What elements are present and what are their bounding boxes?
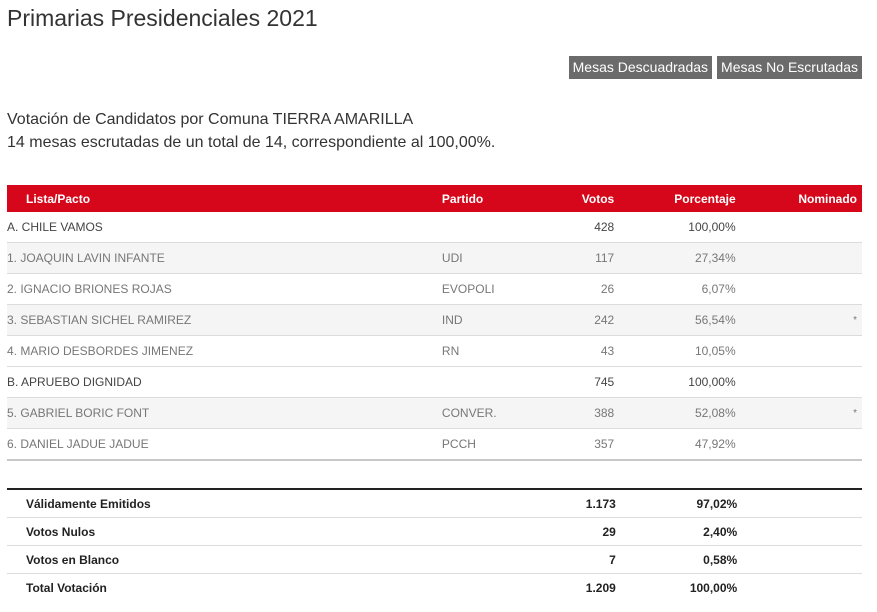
pacto-row: A. CHILE VAMOS 428 100,00%: [7, 212, 862, 243]
partido-cell: IND: [441, 304, 535, 336]
porcentaje-cell: 27,34%: [614, 242, 736, 274]
candidate-row: 5. GABRIEL BORIC FONT CONVER. 388 52,08% *: [7, 397, 862, 429]
header-porcentaje: Porcentaje: [614, 185, 736, 212]
totals-porcentaje: 0,58%: [615, 545, 738, 574]
votos-cell: 117: [534, 242, 615, 274]
totals-spacer: [737, 545, 862, 574]
nominado-cell: [735, 212, 862, 243]
results-table: Lista/Pacto Partido Votos Porcentaje Nom…: [7, 185, 862, 461]
porcentaje-cell: 100,00%: [614, 366, 736, 398]
header-votos: Votos: [534, 185, 615, 212]
nominado-cell: [735, 428, 862, 461]
nominado-cell: [735, 366, 862, 398]
totals-votos: 7: [535, 545, 616, 574]
porcentaje-cell: 52,08%: [614, 397, 736, 429]
header-nominado: Nominado: [735, 185, 862, 212]
totals-row: Votos Nulos 29 2,40%: [7, 517, 862, 546]
totals-porcentaje: 100,00%: [689, 580, 738, 595]
totals-body: Válidamente Emitidos 1.173 97,02% Votos Nul…: [7, 489, 862, 601]
results-info: Votación de Candidatos por Comuna TIERRA…: [7, 108, 495, 154]
candidate-row: 2. IGNACIO BRIONES ROJAS EVOPOLI 26 6,07%: [7, 273, 862, 305]
action-buttons: Mesas Descuadradas Mesas No Escrutadas: [568, 56, 862, 79]
candidate-name: 1. JOAQUIN LAVIN INFANTE: [7, 242, 442, 274]
porcentaje-cell: 100,00%: [614, 212, 736, 243]
totals-label: Votos Nulos: [7, 517, 445, 546]
comuna-heading: Votación de Candidatos por Comuna TIERRA…: [7, 111, 414, 128]
nominado-cell: [735, 335, 862, 367]
results-body: A. CHILE VAMOS 428 100,00% 1. JOAQUIN LAVIN…: [7, 212, 862, 461]
mesas-no-escrutadas-button[interactable]: Mesas No Escrutadas: [717, 56, 862, 79]
partido-cell: [441, 212, 535, 243]
totals-votos: 1.173: [535, 489, 616, 518]
results-header-row: Lista/Pacto Partido Votos Porcentaje Nom…: [7, 185, 862, 212]
pacto-row: B. APRUEBO DIGNIDAD 745 100,00%: [7, 366, 862, 398]
totals-spacer: [737, 489, 862, 518]
totals-row: Votos en Blanco 7 0,58%: [7, 545, 862, 574]
pacto-name: B. APRUEBO DIGNIDAD: [7, 366, 442, 398]
votos-cell: 43: [534, 335, 615, 367]
partido-cell: EVOPOLI: [441, 273, 535, 305]
header-partido: Partido: [441, 185, 535, 212]
header-lista-pacto: Lista/Pacto: [7, 185, 442, 212]
totals-spacer: [445, 574, 536, 602]
votos-cell: 388: [534, 397, 615, 429]
totals-votos: 29: [535, 517, 616, 546]
candidate-name: 2. IGNACIO BRIONES ROJAS: [7, 273, 442, 305]
partido-cell: RN: [441, 335, 535, 367]
candidate-row: 1. JOAQUIN LAVIN INFANTE UDI 117 27,34%: [7, 242, 862, 274]
totals-votos: 1.209: [585, 580, 616, 595]
votos-cell: 26: [534, 273, 615, 305]
porcentaje-cell: 47,92%: [614, 428, 736, 461]
totals-spacer: [737, 574, 862, 602]
totals-spacer: [444, 545, 536, 574]
totals-row: Total Votación 1.209 100,00%: [7, 574, 862, 602]
pacto-name: A. CHILE VAMOS: [7, 212, 442, 243]
porcentaje-cell: 10,05%: [614, 335, 736, 367]
totals-label: Total Votación: [26, 580, 107, 595]
totals-porcentaje: 2,40%: [615, 517, 738, 546]
nominado-cell: [735, 273, 862, 305]
candidate-name: 4. MARIO DESBORDES JIMENEZ: [7, 335, 442, 367]
totals-label: Votos en Blanco: [7, 545, 445, 574]
totals-spacer: [444, 489, 536, 518]
candidate-name: 3. SEBASTIAN SICHEL RAMIREZ: [7, 304, 442, 336]
partido-cell: CONVER.: [441, 397, 535, 429]
partido-cell: PCCH: [441, 428, 535, 461]
page-title: Primarias Presidenciales 2021: [7, 5, 318, 31]
nominado-cell: [735, 242, 862, 274]
candidate-name: 6. DANIEL JADUE JADUE: [7, 428, 442, 461]
candidate-name: 5. GABRIEL BORIC FONT: [7, 397, 442, 429]
nominado-cell: *: [735, 397, 862, 429]
votos-cell: 357: [534, 428, 615, 461]
votos-cell: 745: [534, 366, 615, 398]
totals-spacer: [737, 517, 862, 546]
mesas-summary: 14 mesas escrutadas de un total de 14, c…: [7, 134, 496, 151]
partido-cell: UDI: [441, 242, 535, 274]
totals-table: Válidamente Emitidos 1.173 97,02% Votos Nul…: [7, 488, 862, 601]
porcentaje-cell: 6,07%: [614, 273, 736, 305]
candidate-row: 4. MARIO DESBORDES JIMENEZ RN 43 10,05%: [7, 335, 862, 367]
totals-label: Válidamente Emitidos: [7, 489, 445, 518]
totals-spacer: [444, 517, 536, 546]
votos-cell: 242: [534, 304, 615, 336]
porcentaje-cell: 56,54%: [614, 304, 736, 336]
partido-cell: [441, 366, 535, 398]
nominado-cell: *: [735, 304, 862, 336]
candidate-row: 3. SEBASTIAN SICHEL RAMIREZ IND 242 56,54% *: [7, 304, 862, 336]
candidate-row: 6. DANIEL JADUE JADUE PCCH 357 47,92%: [7, 428, 862, 461]
votos-cell: 428: [534, 212, 615, 243]
totals-porcentaje: 97,02%: [615, 489, 738, 518]
mesas-descuadradas-button[interactable]: Mesas Descuadradas: [568, 56, 713, 79]
totals-row: Válidamente Emitidos 1.173 97,02%: [7, 489, 862, 518]
